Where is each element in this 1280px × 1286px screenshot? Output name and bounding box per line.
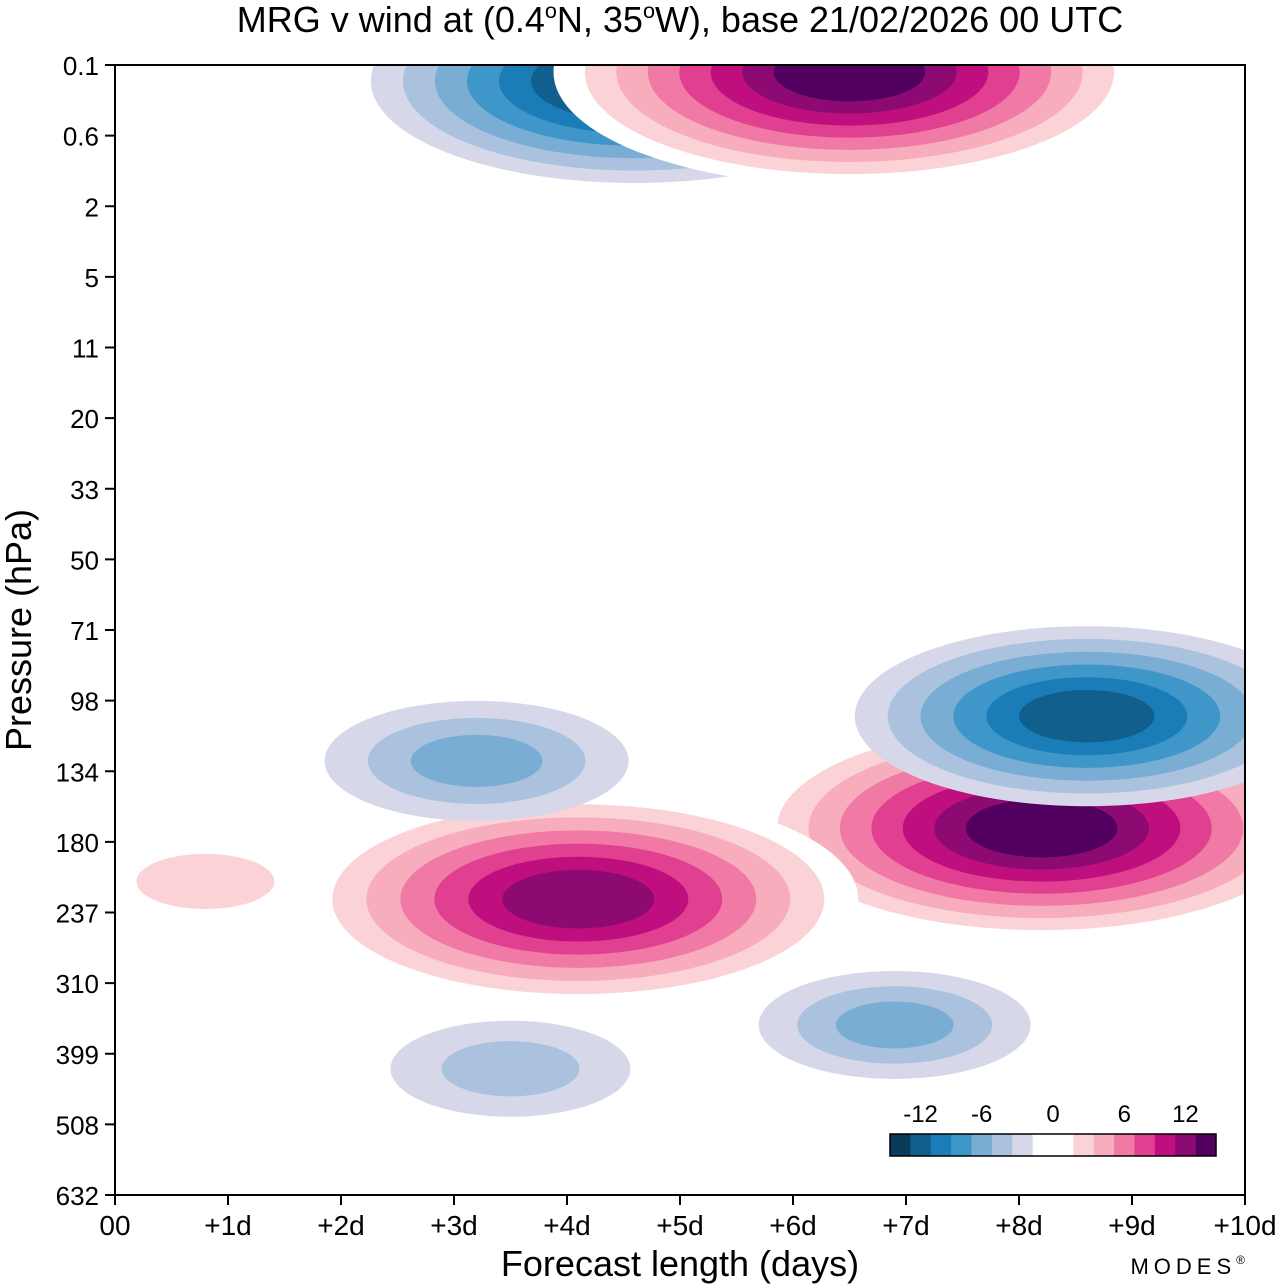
y-tick-label: 98 — [70, 687, 99, 717]
colorbar-swatch — [930, 1134, 952, 1156]
contour-band — [410, 734, 543, 787]
x-tick-label: +2d — [317, 1210, 365, 1241]
colorbar-swatch — [1053, 1134, 1074, 1156]
y-tick-label: 5 — [85, 263, 99, 293]
colorbar-swatch — [1073, 1134, 1095, 1156]
y-tick-label: 2 — [85, 192, 99, 222]
contour-fields — [115, 65, 1245, 1117]
x-axis-label: Forecast length (days) — [501, 1243, 859, 1284]
y-tick-label: 399 — [56, 1040, 99, 1070]
y-tick-label: 11 — [72, 334, 99, 364]
x-tick-label: +1d — [204, 1210, 252, 1241]
contour-feature-positive-max-upper-troposphere — [745, 714, 1245, 943]
x-tick-label: 00 — [99, 1210, 130, 1241]
colorbar-label: 12 — [1172, 1101, 1199, 1128]
colorbar-swatch — [991, 1134, 1013, 1156]
contour-band — [441, 1041, 580, 1097]
y-tick-label: 20 — [70, 404, 99, 434]
contour-band — [835, 1001, 954, 1049]
colorbar-swatch — [1114, 1134, 1136, 1156]
y-tick-label: 0.1 — [63, 51, 99, 81]
colorbar-swatch — [890, 1134, 911, 1156]
colorbar-swatch — [1032, 1134, 1054, 1156]
colorbar-swatch — [1134, 1134, 1156, 1156]
colorbar-label: -12 — [903, 1101, 938, 1128]
x-tick-label: +7d — [882, 1210, 930, 1241]
contour-band — [1019, 689, 1155, 743]
y-tick-label: 508 — [56, 1110, 99, 1140]
contour-feature-negative-min-tropopause — [854, 626, 1245, 807]
modes-logo: MODES® — [1130, 1253, 1250, 1279]
contour-feature-negative-lower-right — [758, 970, 1031, 1079]
x-tick-label: +10d — [1213, 1210, 1276, 1241]
x-tick-label: +8d — [995, 1210, 1043, 1241]
contour-feature-positive-lower-left — [115, 833, 326, 930]
y-tick-label: 632 — [56, 1181, 99, 1211]
colorbar-swatch — [1093, 1134, 1115, 1156]
colorbar-label: -6 — [971, 1101, 992, 1128]
colorbar-label: 0 — [1046, 1101, 1059, 1128]
contour-feature-negative-min-125hpa — [324, 700, 629, 821]
colorbar-swatch — [910, 1134, 932, 1156]
contour-band — [773, 65, 926, 102]
contour-feature-positive-max-top — [553, 65, 1146, 187]
colorbar-swatch — [1195, 1134, 1217, 1156]
x-tick-label: +3d — [430, 1210, 478, 1241]
colorbar-swatch — [971, 1134, 993, 1156]
colorbar-swatch — [1012, 1134, 1034, 1156]
x-axis: 00 +1d +2d +3d +4d +5d +6d +7d +8d +9d +10d — [99, 1195, 1277, 1241]
y-tick-label: 33 — [70, 475, 99, 505]
x-tick-label: +6d — [769, 1210, 817, 1241]
colorbar-frame — [889, 1133, 1217, 1157]
colorbar-swatch — [951, 1134, 973, 1156]
chart-title: MRG v wind at (0.4oN, 35oW), base 21/02/… — [237, 0, 1123, 40]
contour-band — [136, 853, 275, 910]
contour-band — [502, 869, 655, 929]
y-tick-label: 310 — [56, 969, 99, 999]
colorbar-swatch — [1175, 1134, 1197, 1156]
y-tick-label: 237 — [56, 899, 99, 929]
y-axis: 0.1 0.6 2 5 11 20 33 50 71 98 134 180 237 310 399 508 63… — [56, 51, 115, 1211]
y-tick-label: 134 — [56, 757, 99, 787]
x-tick-label: +5d — [656, 1210, 704, 1241]
colorbar-swatch — [1154, 1134, 1176, 1156]
x-tick-label: +4d — [543, 1210, 591, 1241]
x-tick-label: +9d — [1108, 1210, 1156, 1241]
y-tick-label: 71 — [70, 616, 99, 646]
contour-band — [965, 798, 1118, 858]
colorbar-label: 6 — [1118, 1101, 1131, 1128]
y-tick-label: 0.6 — [63, 122, 99, 152]
contour-feature-negative-lower — [390, 1020, 631, 1117]
y-tick-label: 180 — [56, 828, 99, 858]
y-tick-label: 50 — [70, 545, 99, 575]
colorbar: -12 -6 0 6 12 — [889, 1101, 1217, 1157]
y-axis-label: Pressure (hPa) — [0, 509, 39, 751]
contour-feature-positive-max-mid — [298, 791, 859, 1008]
